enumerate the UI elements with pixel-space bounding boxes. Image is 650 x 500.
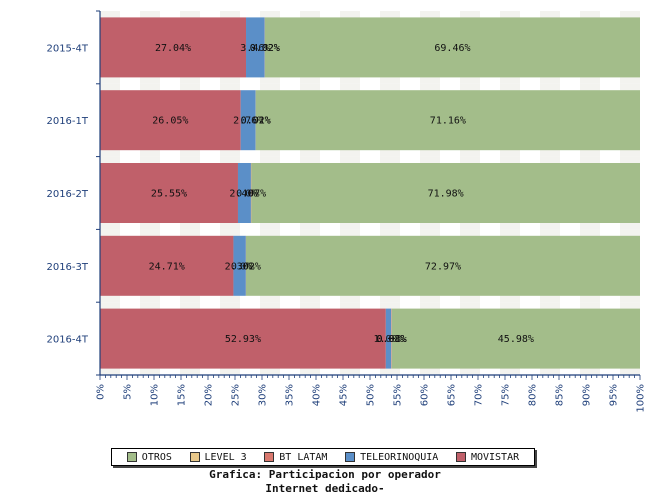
- bar-segment-otros: [251, 163, 641, 223]
- y-category-label: 2016-3T: [46, 262, 88, 273]
- chart-legend: OTROS LEVEL 3 BT LATAM TELEORINOQUIA MOVISTA…: [111, 448, 535, 466]
- data-label: 0.08%: [376, 334, 406, 345]
- data-label: 1.00%: [373, 334, 403, 345]
- data-label: 0.01%: [241, 116, 271, 127]
- data-label: 3.46%: [240, 43, 270, 54]
- bar-segment-otros: [245, 235, 640, 296]
- x-tick-label: 5%: [123, 384, 134, 400]
- legend-item: BT LATAM: [264, 452, 327, 463]
- legend-item: LEVEL 3: [189, 451, 247, 463]
- data-label: 0.02%: [231, 261, 261, 272]
- bar-segment-movistar: [100, 90, 241, 151]
- bar-segment-otros: [391, 308, 640, 369]
- x-tick-label: 10%: [150, 384, 161, 406]
- data-label: 0.02%: [241, 116, 271, 127]
- legend-swatch: [189, 452, 200, 462]
- stacked-bar-chart: 27.04% 3.46%0.02%0.02% 69.46%26.05% 2.76%0.…: [46, 10, 647, 413]
- data-label: 0.07%: [236, 189, 266, 200]
- data-label: 72.97%: [425, 261, 461, 272]
- chart-caption-line-1: Grafica: Participacion por operador: [209, 468, 441, 481]
- axes: 2015-4T 2016-1T 2016-2T 2016-3T 2016-4T 0% 5% 1…: [46, 10, 647, 413]
- data-label: 2.30%: [225, 261, 255, 272]
- legend-item: OTROS: [126, 451, 172, 463]
- legend-label: MOVISTAR: [470, 451, 520, 463]
- bar-segment-teleorinoquia: [246, 17, 265, 78]
- legend-label: BT LATAM: [279, 451, 328, 463]
- legend-swatch: [264, 452, 275, 462]
- x-tick-label: 25%: [231, 384, 242, 406]
- x-tick-label: 50%: [366, 384, 377, 406]
- x-tick-label: 90%: [582, 384, 593, 406]
- x-tick-label: 95%: [609, 384, 620, 406]
- data-label: 2.76%: [233, 116, 263, 127]
- x-tick-label: 100%: [636, 384, 647, 413]
- data-label: 52.93%: [225, 334, 261, 345]
- x-tick-label: 75%: [501, 384, 512, 406]
- data-label: 0.02%: [250, 43, 280, 54]
- data-label: 24.71%: [149, 261, 185, 272]
- x-tick-label: 35%: [285, 384, 296, 406]
- y-category-label: 2016-4T: [46, 335, 88, 346]
- data-label: 0.02%: [250, 43, 280, 54]
- data-label: 2.40%: [229, 189, 259, 200]
- y-category-label: 2016-2T: [46, 189, 88, 200]
- bar-segment-teleorinoquia: [233, 235, 246, 296]
- x-tick-label: 0%: [96, 384, 107, 400]
- x-tick-label: 55%: [393, 384, 404, 406]
- legend-swatch: [455, 452, 466, 462]
- data-label: 0%: [240, 261, 252, 272]
- x-tick-label: 60%: [420, 384, 431, 406]
- bars: [100, 17, 641, 369]
- x-tick-label: 20%: [204, 384, 215, 406]
- data-label: 25.55%: [151, 189, 187, 200]
- x-tick-label: 15%: [177, 384, 188, 406]
- y-category-label: 2015-4T: [46, 43, 88, 54]
- legend-item: MOVISTAR: [455, 451, 520, 463]
- bar-segment-movistar: [100, 308, 386, 369]
- legend-label: TELEORINOQUIA: [360, 451, 439, 463]
- bar-segment-movistar: [100, 235, 234, 296]
- bar-segment-teleorinoquia: [240, 90, 256, 151]
- data-label: 0.01%: [377, 334, 407, 345]
- data-label: 0%: [245, 189, 257, 200]
- data-label: 69.46%: [434, 43, 470, 54]
- data-label: 26.05%: [152, 116, 188, 127]
- data-label: 27.04%: [155, 43, 191, 54]
- bar-segment-teleorinoquia: [385, 308, 392, 369]
- data-label: 71.16%: [430, 116, 466, 127]
- y-category-label: 2016-1T: [46, 116, 88, 127]
- legend-swatch: [345, 452, 356, 462]
- x-tick-label: 80%: [528, 384, 539, 406]
- bar-segment-otros: [255, 90, 640, 151]
- data-label: 71.98%: [428, 189, 464, 200]
- chart-caption-line-2: Internet dedicado-: [265, 482, 385, 495]
- bar-segment-movistar: [100, 17, 247, 78]
- x-tick-label: 45%: [339, 384, 350, 406]
- x-tick-label: 65%: [447, 384, 458, 406]
- legend-label: OTROS: [141, 451, 172, 463]
- data-labels: 27.04% 3.46%0.02%0.02% 69.46%26.05% 2.76%0.…: [149, 43, 534, 345]
- data-label: 45.98%: [498, 334, 534, 345]
- x-tick-label: 85%: [555, 384, 566, 406]
- legend-swatch: [126, 452, 137, 462]
- bar-segment-teleorinoquia: [237, 163, 251, 223]
- bar-segment-otros: [264, 17, 640, 78]
- legend-label: LEVEL 3: [204, 451, 247, 463]
- legend-item: TELEORINOQUIA: [345, 452, 438, 463]
- bar-segment-movistar: [100, 163, 238, 223]
- x-tick-label: 70%: [474, 384, 485, 406]
- x-tick-label: 30%: [258, 384, 269, 406]
- x-tick-label: 40%: [312, 384, 323, 406]
